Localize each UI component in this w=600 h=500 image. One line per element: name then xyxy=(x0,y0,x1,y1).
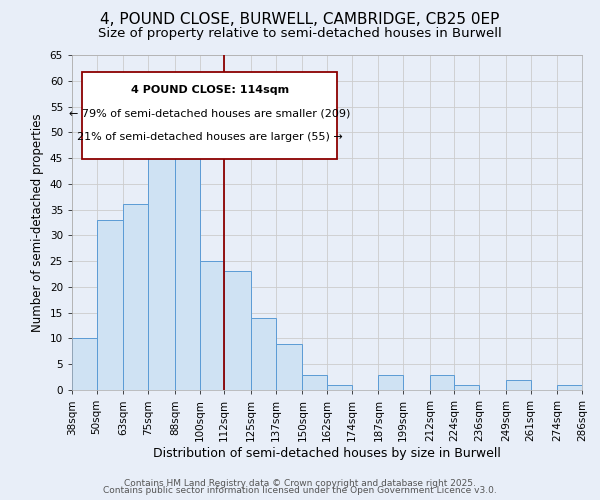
X-axis label: Distribution of semi-detached houses by size in Burwell: Distribution of semi-detached houses by … xyxy=(153,446,501,460)
Text: Contains HM Land Registry data © Crown copyright and database right 2025.: Contains HM Land Registry data © Crown c… xyxy=(124,478,476,488)
Bar xyxy=(275,344,302,390)
Bar xyxy=(148,112,175,390)
Text: 21% of semi-detached houses are larger (55) →: 21% of semi-detached houses are larger (… xyxy=(77,132,343,142)
FancyBboxPatch shape xyxy=(82,72,337,159)
Text: Size of property relative to semi-detached houses in Burwell: Size of property relative to semi-detach… xyxy=(98,28,502,40)
Bar xyxy=(379,374,403,390)
Text: 4 POUND CLOSE: 114sqm: 4 POUND CLOSE: 114sqm xyxy=(131,85,289,95)
Text: ← 79% of semi-detached houses are smaller (209): ← 79% of semi-detached houses are smalle… xyxy=(69,108,350,118)
Text: 4, POUND CLOSE, BURWELL, CAMBRIDGE, CB25 0EP: 4, POUND CLOSE, BURWELL, CAMBRIDGE, CB25… xyxy=(100,12,500,28)
Bar xyxy=(455,385,479,390)
Bar xyxy=(72,338,97,390)
Bar xyxy=(327,385,352,390)
Bar xyxy=(124,204,148,390)
Bar xyxy=(97,220,124,390)
Text: Contains public sector information licensed under the Open Government Licence v3: Contains public sector information licen… xyxy=(103,486,497,495)
Bar xyxy=(175,148,199,390)
Bar xyxy=(251,318,275,390)
Bar xyxy=(302,374,327,390)
Bar xyxy=(430,374,455,390)
Bar xyxy=(506,380,530,390)
Bar xyxy=(199,261,224,390)
Bar xyxy=(557,385,582,390)
Y-axis label: Number of semi-detached properties: Number of semi-detached properties xyxy=(31,113,44,332)
Bar xyxy=(224,272,251,390)
